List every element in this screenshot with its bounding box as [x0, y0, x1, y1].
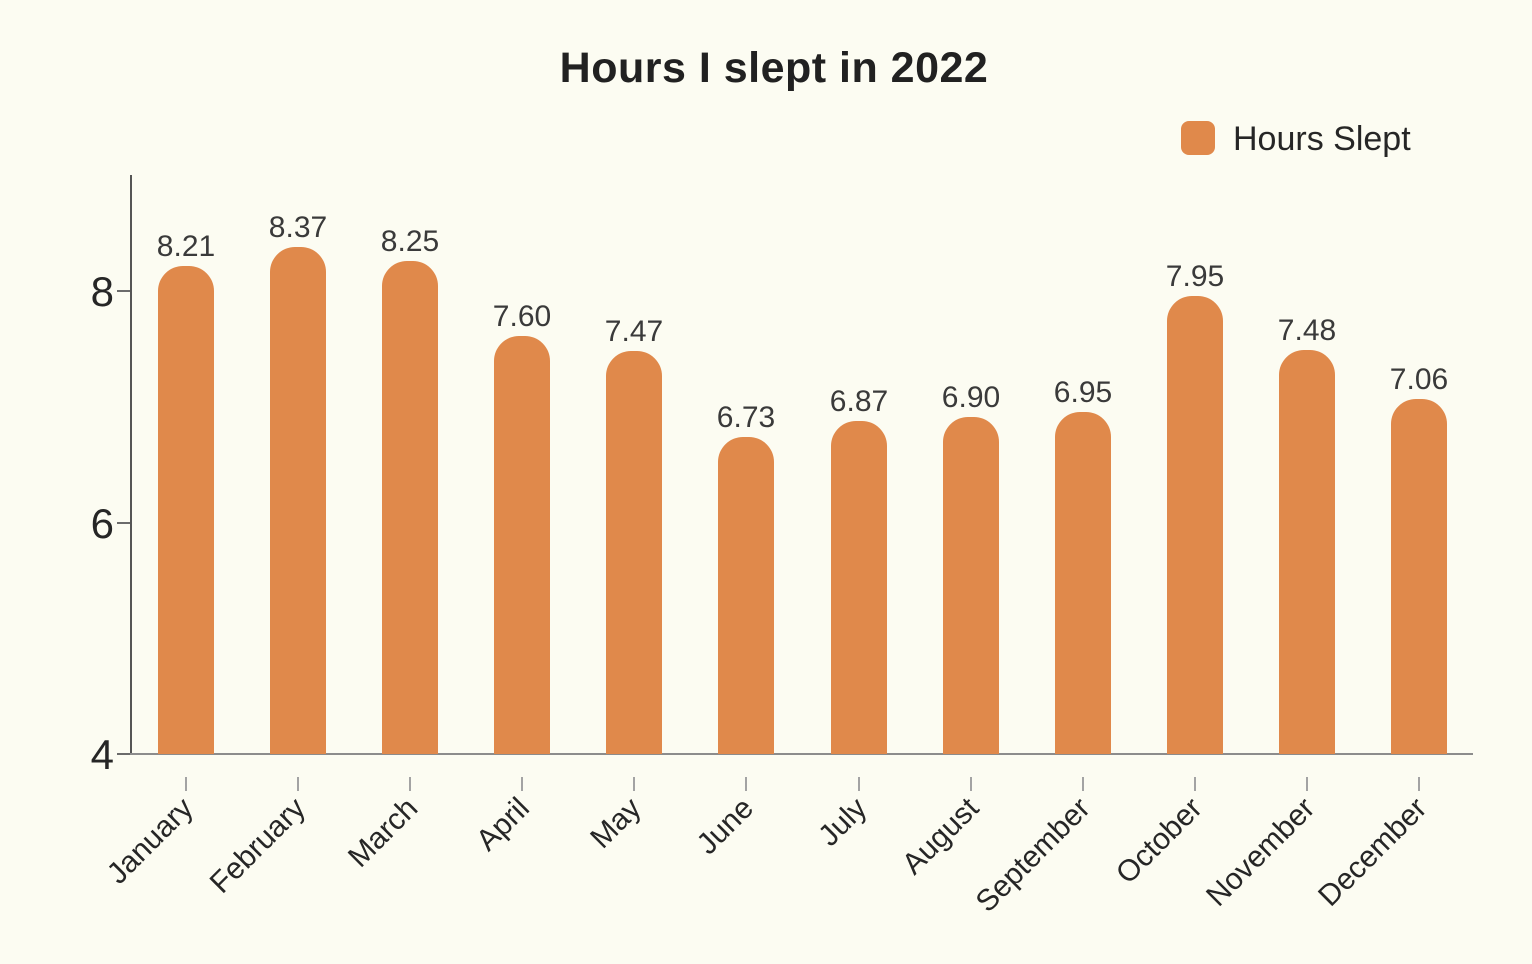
y-axis-line: [130, 175, 132, 755]
x-category-label-may: May: [584, 791, 648, 856]
bar-august: [943, 417, 999, 754]
bar-january: [158, 266, 214, 754]
x-tick-mark: [1082, 777, 1084, 791]
bar-july: [831, 421, 887, 754]
bar-march: [382, 261, 438, 754]
x-tick-mark: [970, 777, 972, 791]
x-tick-mark: [297, 777, 299, 791]
x-category-label-november: November: [1199, 791, 1321, 913]
bar-value-label: 7.47: [604, 315, 664, 348]
x-category-label-january: January: [101, 791, 200, 891]
x-category-label-february: February: [203, 791, 312, 900]
legend: Hours Slept: [1181, 120, 1411, 156]
bar-value-label: 8.21: [156, 230, 216, 263]
x-category-label-june: June: [690, 791, 760, 861]
x-tick-mark: [185, 777, 187, 791]
bar-value-label: 8.37: [268, 211, 328, 244]
bar-value-label: 7.60: [492, 300, 552, 333]
bar-value-label: 7.95: [1165, 260, 1225, 293]
x-category-label-july: July: [811, 791, 873, 853]
x-tick-mark: [1194, 777, 1196, 791]
bar-february: [270, 247, 326, 754]
x-axis-line: [117, 753, 1473, 755]
x-category-label-august: August: [895, 791, 985, 881]
chart-title: Hours I slept in 2022: [559, 44, 989, 92]
bar-value-label: 6.87: [829, 385, 889, 418]
x-tick-mark: [409, 777, 411, 791]
x-category-label-march: March: [341, 791, 424, 874]
bar-value-label: 6.95: [1053, 376, 1113, 409]
bar-value-label: 6.73: [716, 401, 776, 434]
bar-december: [1391, 399, 1447, 754]
bar-september: [1055, 412, 1111, 754]
x-category-label-october: October: [1110, 791, 1209, 891]
legend-swatch-icon: [1181, 121, 1215, 155]
x-tick-mark: [745, 777, 747, 791]
bar-value-label: 8.25: [380, 225, 440, 258]
bar-october: [1167, 296, 1223, 754]
bar-value-label: 7.48: [1277, 314, 1337, 347]
y-tick-label: 4: [90, 731, 114, 778]
x-tick-mark: [521, 777, 523, 791]
legend-label: Hours Slept: [1233, 120, 1411, 158]
x-category-label-april: April: [470, 791, 536, 858]
bar-april: [494, 336, 550, 754]
y-tick-mark: [117, 753, 130, 755]
x-tick-mark: [1418, 777, 1420, 791]
bar-june: [718, 437, 774, 754]
x-category-label-december: December: [1311, 791, 1433, 913]
y-tick-mark: [117, 522, 130, 524]
y-tick-mark: [117, 290, 130, 292]
bar-may: [606, 351, 662, 754]
bar-november: [1279, 350, 1335, 754]
bar-value-label: 7.06: [1389, 363, 1449, 396]
x-tick-mark: [1306, 777, 1308, 791]
x-tick-mark: [633, 777, 635, 791]
x-tick-mark: [858, 777, 860, 791]
y-tick-label: 6: [90, 500, 114, 547]
bar-value-label: 6.90: [941, 381, 1001, 414]
y-tick-label: 8: [90, 268, 114, 315]
x-category-label-september: September: [969, 791, 1097, 919]
